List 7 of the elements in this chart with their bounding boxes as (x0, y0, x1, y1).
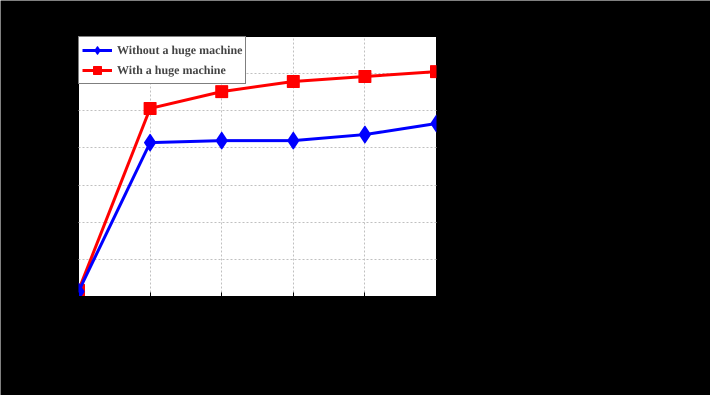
point (286, 74, 300, 88)
point (144, 102, 157, 115)
legend-label: Without a huge machine (117, 42, 242, 58)
point (358, 70, 372, 84)
legend-label: With a huge machine (117, 62, 226, 78)
point (144, 134, 156, 152)
point (215, 85, 228, 98)
